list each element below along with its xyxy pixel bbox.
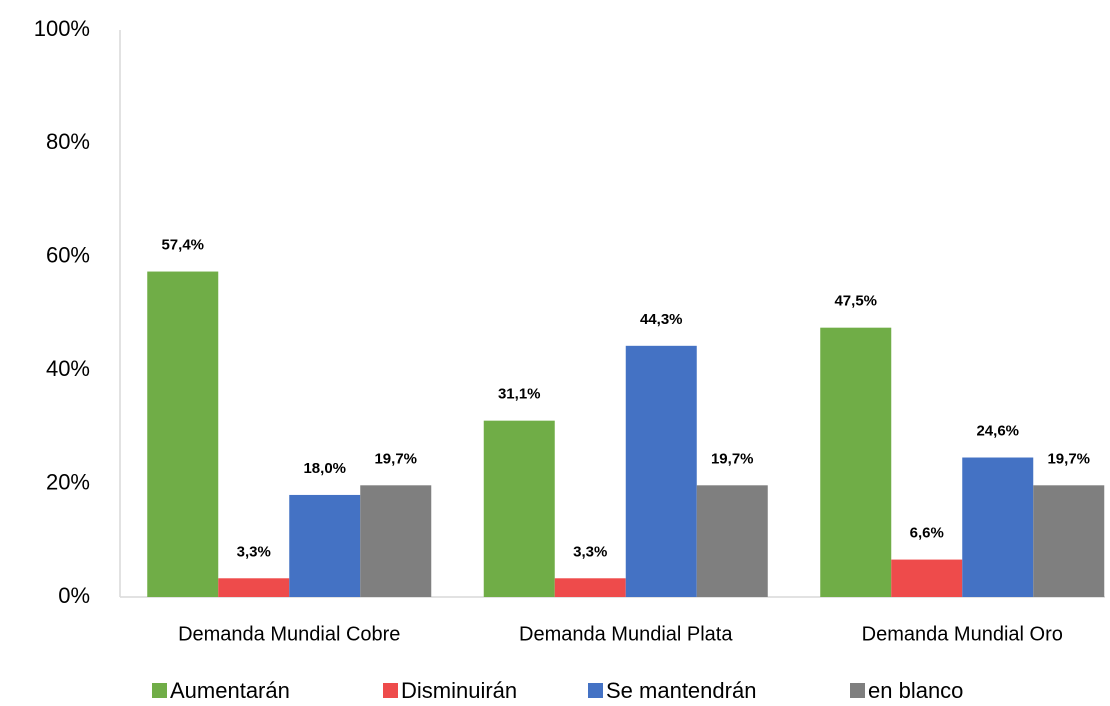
data-label: 19,7% xyxy=(374,450,417,467)
bar xyxy=(625,345,697,597)
bar xyxy=(289,494,361,597)
y-tick-label: 100% xyxy=(34,16,90,41)
bar xyxy=(360,485,432,597)
bar xyxy=(483,420,555,597)
legend-label: en blanco xyxy=(868,678,963,703)
y-tick-label: 80% xyxy=(46,129,90,154)
data-label: 47,5% xyxy=(834,293,877,310)
legend-swatch xyxy=(850,683,865,698)
x-tick-label: Demanda Mundial Cobre xyxy=(178,623,400,645)
x-tick-label: Demanda Mundial Oro xyxy=(862,623,1063,645)
legend-swatch xyxy=(383,683,398,698)
data-label: 3,3% xyxy=(573,543,607,560)
y-tick-label: 0% xyxy=(58,583,90,608)
data-label: 19,7% xyxy=(711,450,754,467)
bar xyxy=(962,457,1034,597)
legend-swatch xyxy=(152,683,167,698)
legend-label: Disminuirán xyxy=(401,678,517,703)
y-tick-label: 20% xyxy=(46,469,90,494)
data-label: 3,3% xyxy=(237,543,271,560)
data-label: 31,1% xyxy=(498,386,541,403)
bar xyxy=(696,485,768,597)
y-tick-label: 60% xyxy=(46,243,90,268)
data-label: 6,6% xyxy=(910,525,944,542)
data-label: 19,7% xyxy=(1047,450,1090,467)
data-label: 24,6% xyxy=(976,422,1019,439)
legend-label: Se mantendrán xyxy=(606,678,756,703)
bar xyxy=(891,559,963,597)
legend-label: Aumentarán xyxy=(170,678,290,703)
bar xyxy=(1033,485,1105,597)
bar xyxy=(554,578,626,597)
legend-swatch xyxy=(588,683,603,698)
data-label: 18,0% xyxy=(303,460,346,477)
y-tick-label: 40% xyxy=(46,356,90,381)
bar xyxy=(218,578,290,597)
bar xyxy=(820,327,892,597)
x-tick-label: Demanda Mundial Plata xyxy=(519,623,733,645)
data-label: 44,3% xyxy=(640,311,683,328)
data-label: 57,4% xyxy=(161,237,204,254)
bar xyxy=(147,271,219,597)
